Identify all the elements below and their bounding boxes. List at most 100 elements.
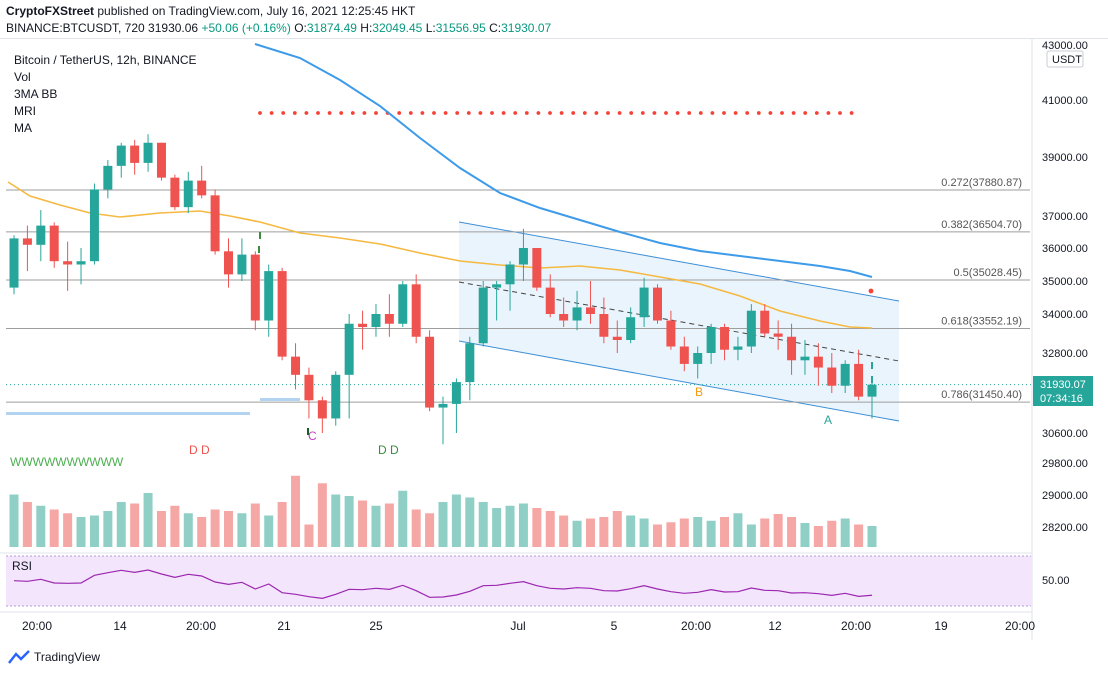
time-tick-label: 20:00: [841, 619, 871, 633]
resistance-dot: [501, 111, 506, 115]
candle-body: [451, 382, 461, 404]
candle-body: [49, 225, 59, 262]
wave-marker: [259, 232, 261, 239]
candle-body: [626, 317, 636, 340]
signal-label: B: [695, 385, 703, 399]
legend-mri[interactable]: MRI: [14, 104, 36, 118]
volume-bar: [277, 502, 287, 547]
price-tick-label: 29800.00: [1042, 458, 1088, 470]
resistance-dot: [304, 111, 309, 115]
ma-blue-line: [254, 43, 873, 278]
publisher-name[interactable]: CryptoFXStreet: [6, 4, 95, 18]
rsi-background: [6, 556, 1032, 606]
resistance-dot: [617, 111, 622, 115]
signal-label: C: [308, 429, 317, 443]
signal-label: D: [201, 443, 210, 457]
resistance-dot: [292, 111, 297, 115]
candle-body: [411, 284, 421, 337]
ma-orange-line: [7, 181, 873, 329]
price-tick-label: 30600.00: [1042, 428, 1088, 440]
resistance-dot: [768, 111, 773, 115]
candle-body: [800, 356, 810, 361]
wave-marker: [871, 376, 873, 383]
volume-bar: [505, 505, 515, 547]
volume-bar: [76, 517, 86, 547]
candle-body: [773, 333, 783, 337]
volume-bar: [384, 503, 394, 547]
resistance-dot: [408, 111, 413, 115]
volume-bar: [264, 515, 274, 547]
candle-body: [706, 327, 716, 353]
volume-bar: [358, 500, 368, 547]
legend-3ma-bb[interactable]: 3MA BB: [14, 87, 58, 101]
low-value: 31556.95: [435, 21, 486, 35]
legend-ma[interactable]: MA: [14, 121, 32, 135]
candle-body: [36, 225, 46, 245]
resistance-dot: [548, 111, 552, 115]
resistance-dot: [571, 111, 576, 115]
candle-body: [116, 145, 126, 166]
time-tick-label: Jul: [510, 619, 525, 633]
candle-body: [170, 177, 180, 208]
candle-body: [224, 251, 233, 275]
publish-info: CryptoFXStreet published on TradingView.…: [6, 4, 415, 18]
candle-body: [371, 314, 381, 327]
resistance-dot: [849, 111, 854, 115]
resistance-dot: [791, 111, 796, 115]
time-tick-label: 20:00: [1005, 619, 1035, 633]
volume-bar: [612, 511, 622, 547]
candle-body: [103, 165, 113, 190]
volume-bar: [451, 494, 461, 547]
resistance-dot: [432, 111, 436, 115]
tradingview-brand: TradingView: [34, 650, 101, 664]
time-tick-label: 25: [369, 619, 383, 633]
candle-body: [760, 310, 770, 334]
volume-bar: [827, 520, 837, 547]
price-tick-label: 43000.00: [1042, 40, 1088, 52]
legend-vol[interactable]: Vol: [14, 70, 31, 84]
close-label: C:: [489, 21, 502, 35]
fib-label-4: 0.786(31450.40): [941, 389, 1022, 401]
volume-bar: [585, 518, 595, 547]
volume-bar: [317, 483, 327, 547]
support-band-left: [6, 412, 250, 415]
price-tick-label: 35000.00: [1042, 276, 1088, 288]
resistance-dot: [652, 111, 657, 115]
volume-bar: [371, 505, 381, 547]
volume-bar: [518, 503, 528, 547]
resistance-dot: [559, 111, 564, 115]
price-tick-label: 29000.00: [1042, 490, 1088, 502]
candle-body: [465, 343, 475, 383]
tradingview-logo[interactable]: TradingView: [8, 650, 100, 664]
candle-body: [679, 346, 689, 364]
high-label: H:: [360, 21, 373, 35]
candle-body: [585, 307, 595, 314]
volume-bar: [679, 518, 689, 547]
candle-body: [250, 254, 260, 321]
resistance-dot: [536, 111, 541, 115]
candle-body: [545, 287, 555, 314]
candle-body: [867, 384, 877, 397]
channel-mid-line: [458, 281, 900, 362]
volume-bar: [706, 520, 716, 547]
candle-body: [532, 248, 542, 288]
candle-body: [492, 284, 502, 288]
volume-bar: [572, 520, 582, 547]
legend-title[interactable]: Bitcoin / TetherUS, 12h, BINANCE: [14, 53, 197, 67]
candle-body: [183, 180, 193, 208]
wave-marker: [258, 246, 260, 253]
volume-bar: [720, 517, 730, 547]
time-tick-label: 19: [934, 619, 948, 633]
signal-label: D: [189, 443, 198, 457]
price-tick-label: 28200.00: [1042, 522, 1088, 534]
volume-bar: [210, 509, 220, 547]
open-value: 31874.49: [306, 21, 357, 35]
symbol-line: BINANCE:BTCUSDT, 720: [6, 21, 145, 35]
volume-bar: [599, 517, 609, 547]
candle-body: [733, 346, 743, 350]
signal-label: D: [390, 443, 399, 457]
candle-body: [130, 145, 140, 163]
candle-body: [89, 189, 99, 262]
fib-label-1: 0.382(36504.70): [941, 219, 1022, 231]
